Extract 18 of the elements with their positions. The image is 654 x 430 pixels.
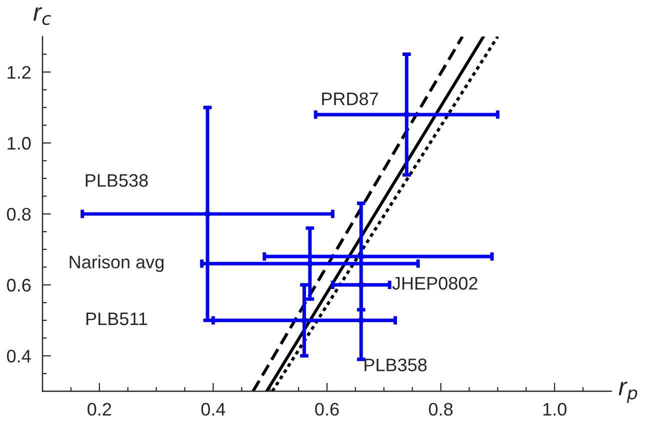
annotation: PLB358	[364, 358, 427, 372]
x-tick-label: 0.8	[428, 402, 453, 416]
x-tick-label: 1.0	[543, 402, 566, 416]
x-tick-label: 0.4	[201, 402, 226, 416]
y-tick-label: 0.4	[7, 350, 31, 363]
x-axis-title: r$_{p}$	[618, 382, 638, 403]
y-tick-label: 1.0	[8, 136, 31, 150]
x-tick-label: 0.6	[315, 402, 339, 416]
y-tick-label: 0.8	[7, 208, 31, 221]
annotation: PLB538	[86, 174, 148, 187]
annotation: PRD87	[322, 92, 378, 106]
y-tick-label: 0.6	[7, 278, 31, 292]
y-tick-label: 1.2	[8, 66, 30, 79]
annotation: JHEP0802	[392, 276, 478, 290]
y-axis-title: r$_{c}$	[33, 7, 51, 26]
x-tick-label: 0.2	[88, 402, 112, 416]
annotation: Narison avg	[70, 255, 164, 272]
annotation: PLB511	[86, 312, 148, 326]
